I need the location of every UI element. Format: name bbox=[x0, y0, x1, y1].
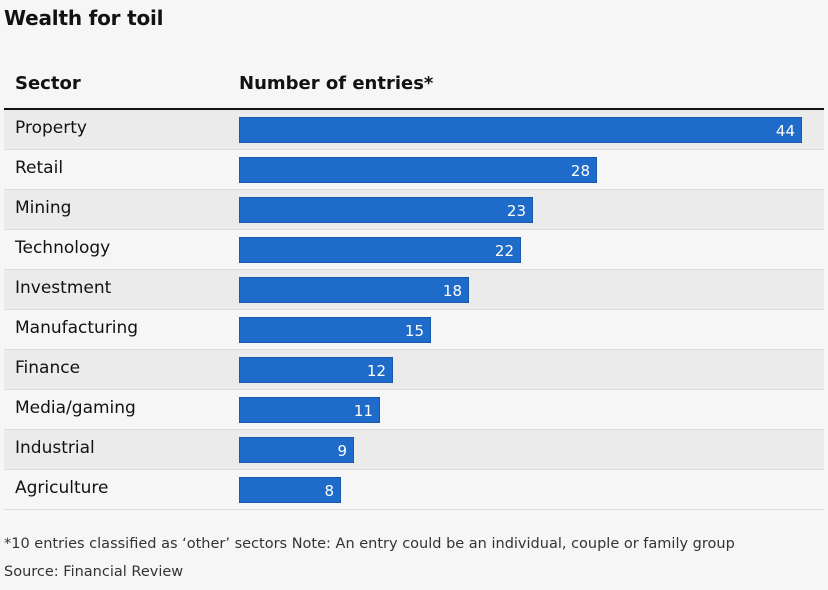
table-row: Agriculture 8 bbox=[4, 470, 824, 510]
table-row: Investment 18 bbox=[4, 270, 824, 310]
table-row: Manufacturing 15 bbox=[4, 310, 824, 350]
table-row: Technology 22 bbox=[4, 230, 824, 270]
category-label: Technology bbox=[15, 238, 111, 258]
category-label: Agriculture bbox=[15, 478, 109, 498]
category-label: Finance bbox=[15, 358, 81, 378]
bar-value-label: 11 bbox=[353, 402, 373, 420]
category-label: Property bbox=[15, 118, 87, 138]
bar: 15 bbox=[239, 317, 431, 343]
table-row: Media/gaming 11 bbox=[4, 390, 824, 430]
table-row: Mining 23 bbox=[4, 190, 824, 230]
bar-value-label: 23 bbox=[506, 202, 526, 220]
chart-title: Wealth for toil bbox=[4, 6, 164, 30]
bar: 8 bbox=[239, 477, 341, 503]
bar-value-label: 44 bbox=[775, 122, 795, 140]
bar: 22 bbox=[239, 237, 521, 263]
column-header-entries: Number of entries* bbox=[239, 73, 434, 94]
category-label: Media/gaming bbox=[15, 398, 136, 418]
bar: 11 bbox=[239, 397, 380, 423]
bar: 18 bbox=[239, 277, 469, 303]
table-row: Finance 12 bbox=[4, 350, 824, 390]
bar-value-label: 18 bbox=[442, 282, 462, 300]
bar-value-label: 9 bbox=[337, 442, 347, 460]
bar-value-label: 12 bbox=[366, 362, 386, 380]
table-row: Industrial 9 bbox=[4, 430, 824, 470]
bar: 9 bbox=[239, 437, 354, 463]
category-label: Manufacturing bbox=[15, 318, 139, 338]
bar: 44 bbox=[239, 117, 802, 143]
bar: 12 bbox=[239, 357, 393, 383]
category-label: Investment bbox=[15, 278, 112, 298]
source-note: Source: Financial Review bbox=[4, 564, 184, 580]
column-header-sector: Sector bbox=[15, 73, 81, 94]
bar: 23 bbox=[239, 197, 533, 223]
bar-table: Sector Number of entries* Property 44 Reta… bbox=[4, 66, 824, 510]
table-row: Retail 28 bbox=[4, 150, 824, 190]
bar-value-label: 28 bbox=[570, 162, 590, 180]
bar: 28 bbox=[239, 157, 597, 183]
table-header: Sector Number of entries* bbox=[4, 66, 824, 110]
table-rows: Property 44 Retail 28 Mining 23 Technology 22 In… bbox=[4, 110, 824, 510]
footnote: *10 entries classified as ‘other’ sector… bbox=[4, 536, 735, 552]
table-row: Property 44 bbox=[4, 110, 824, 150]
bar-value-label: 8 bbox=[324, 482, 334, 500]
category-label: Industrial bbox=[15, 438, 95, 458]
category-label: Mining bbox=[15, 198, 72, 218]
category-label: Retail bbox=[15, 158, 64, 178]
bar-value-label: 15 bbox=[404, 322, 424, 340]
bar-value-label: 22 bbox=[494, 242, 514, 260]
